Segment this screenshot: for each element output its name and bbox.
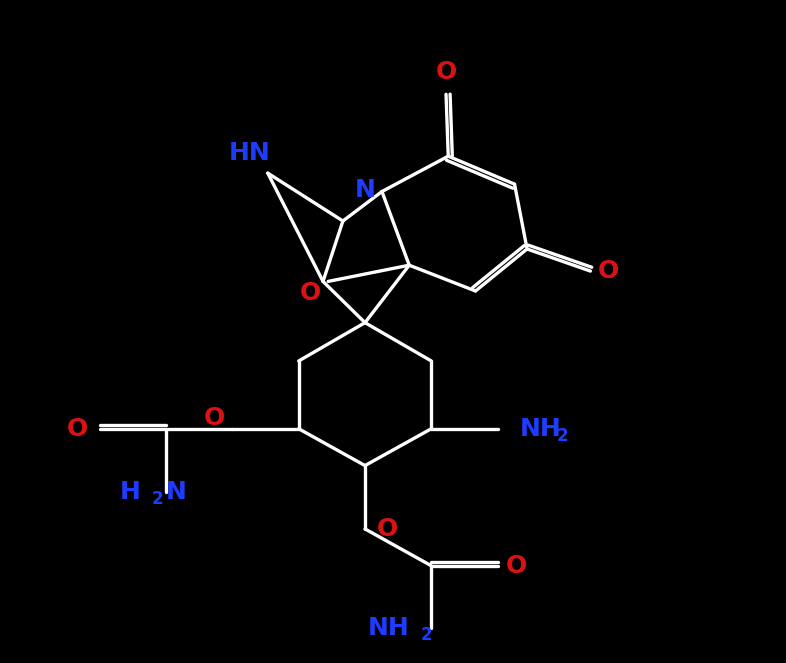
- Text: 2: 2: [556, 427, 568, 445]
- Text: HN: HN: [229, 141, 270, 165]
- Text: N: N: [166, 480, 187, 504]
- Text: O: O: [597, 259, 619, 283]
- Text: O: O: [506, 554, 527, 577]
- Text: NH: NH: [368, 616, 410, 640]
- Text: N: N: [354, 178, 376, 202]
- Text: O: O: [435, 60, 457, 84]
- Text: 2: 2: [421, 626, 432, 644]
- Text: O: O: [204, 406, 226, 430]
- Text: O: O: [300, 281, 321, 305]
- Text: H: H: [119, 480, 141, 504]
- Text: O: O: [67, 417, 88, 441]
- Text: 2: 2: [152, 491, 163, 509]
- Text: O: O: [376, 517, 398, 541]
- Text: NH: NH: [520, 417, 561, 441]
